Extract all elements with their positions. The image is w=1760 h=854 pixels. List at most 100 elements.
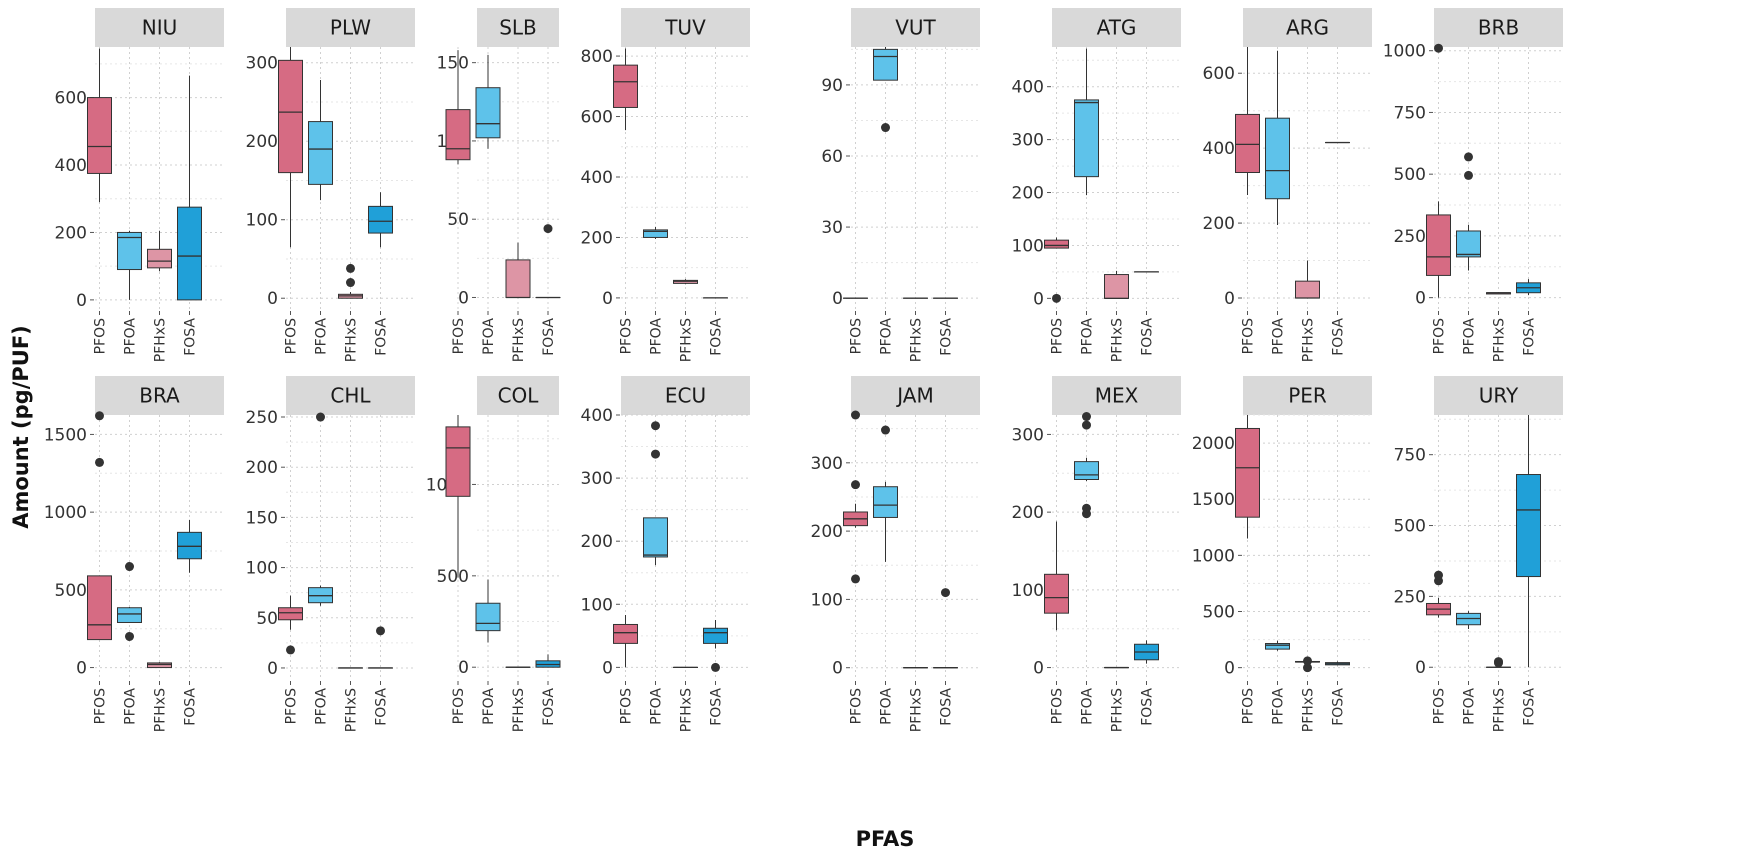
y-tick-label: 200	[1012, 503, 1044, 523]
y-tick-label: 100	[1012, 236, 1044, 256]
strip-background	[477, 8, 559, 47]
x-tick-label: PFOA	[1080, 688, 1096, 725]
box-pfos	[1426, 43, 1451, 298]
x-tick-label: PFOS	[849, 688, 865, 725]
outlier-point	[543, 224, 553, 234]
panel-ecu: ECU 0 100 200 300 400 PFOS PFOA PFHxS FOSA	[581, 376, 750, 732]
y-tick-label: 300	[811, 454, 843, 474]
y-tick-label: 1500	[44, 425, 87, 445]
y-axis-title: Amount (pg/PUF)	[9, 325, 33, 529]
box-pfoa	[1456, 152, 1481, 271]
outlier-point	[1052, 293, 1061, 303]
box-iqr	[278, 59, 303, 174]
panel-slb: SLB050100150PFOSPFOAPFHxSFOSA	[437, 8, 561, 362]
x-tick-label: PFOA	[649, 688, 665, 725]
strip-background	[95, 8, 224, 47]
outlier-point	[881, 123, 890, 133]
x-tick-label: FOSA	[374, 688, 390, 726]
box-pfoa	[873, 47, 898, 133]
x-tick-label: PFOA	[879, 318, 895, 355]
box-iqr	[873, 486, 898, 518]
box-iqr	[1104, 274, 1129, 299]
box-iqr	[368, 205, 393, 234]
strip-background	[851, 8, 980, 47]
x-tick-label: FOSA	[1140, 688, 1156, 726]
outlier-point	[1464, 170, 1473, 180]
x-tick-label: PFOS	[284, 318, 300, 355]
outlier-point	[851, 574, 860, 584]
box-iqr	[117, 607, 142, 623]
x-tick-label: PFHxS	[679, 318, 695, 362]
box-iqr	[475, 602, 501, 632]
box-pfhxs	[1104, 270, 1129, 300]
x-tick-label: FOSA	[1140, 318, 1156, 356]
x-tick-label: PFHxS	[344, 318, 360, 362]
box-iqr	[505, 259, 531, 298]
y-tick-label: 200	[246, 132, 278, 152]
box-pfhxs	[1486, 657, 1511, 668]
box-iqr	[1295, 280, 1320, 299]
y-tick-label: 400	[581, 406, 613, 426]
y-tick-label: 400	[55, 156, 87, 176]
x-tick-label: PFHxS	[153, 318, 169, 362]
x-tick-label: PFOA	[1271, 688, 1287, 725]
box-pfoa	[308, 79, 333, 201]
outlier-point	[286, 645, 295, 655]
box-fosa	[933, 588, 958, 669]
box-pfoa	[117, 230, 142, 300]
box-pfhxs	[505, 242, 531, 299]
x-tick-label: PFOS	[93, 318, 109, 355]
strip-background	[621, 376, 750, 415]
y-tick-label: 0	[458, 658, 469, 678]
outlier-point	[1082, 412, 1091, 422]
box-fosa	[1516, 415, 1541, 668]
y-tick-label: 50	[256, 609, 278, 629]
y-tick-label: 0	[1033, 659, 1044, 679]
box-iqr	[308, 121, 333, 185]
x-tick-label: PFOS	[451, 688, 467, 725]
y-tick-label: 100	[246, 211, 278, 231]
box-pfos	[278, 595, 303, 655]
panel-chl: CHL 0 50 100 150 200 250 PFOS PFOA PFHxS FOSA	[246, 376, 415, 732]
x-tick-label: FOSA	[1331, 318, 1347, 356]
box-pfhxs	[147, 662, 172, 669]
x-tick-label: PFOS	[1432, 318, 1448, 355]
panel-vut: VUT 0 30 60 90 PFOS PFOA PFHxS FOSA	[821, 8, 980, 362]
box-iqr	[703, 627, 728, 644]
y-tick-label: 0	[1224, 659, 1235, 679]
panel-atg: ATG 0 100 200 300 400 PFOS PFOA PFHxS FOSA	[1012, 8, 1181, 362]
box-pfos	[87, 48, 112, 203]
box-pfhxs	[1295, 260, 1320, 299]
y-tick-label: 500	[1394, 165, 1426, 185]
outlier-point	[346, 278, 355, 288]
box-pfos	[1426, 570, 1451, 618]
y-tick-label: 500	[437, 567, 469, 587]
box-pfos	[613, 48, 638, 131]
y-tick-label: 150	[437, 54, 469, 74]
box-iqr	[147, 248, 172, 269]
y-tick-label: 150	[246, 508, 278, 528]
x-tick-label: FOSA	[374, 318, 390, 356]
panel-mex: MEX 0 100 200 300 PFOS PFOA PFHxS FOSA	[1012, 376, 1181, 732]
box-pfoa	[1265, 640, 1290, 651]
y-tick-label: 200	[581, 228, 613, 248]
x-tick-label: FOSA	[709, 318, 725, 356]
outlier-point	[1082, 503, 1091, 513]
y-tick-label: 90	[821, 76, 843, 96]
x-tick-label: PFOS	[1241, 318, 1257, 355]
box-pfhxs	[1295, 656, 1320, 673]
x-tick-label: PFHxS	[1110, 688, 1126, 732]
box-iqr	[1265, 643, 1290, 650]
y-tick-label: 750	[1394, 103, 1426, 123]
x-tick-label: PFHxS	[909, 688, 925, 732]
x-tick-label: PFHxS	[153, 688, 169, 732]
panel-brb: BRB 0 250 500 750 1000 PFOS PFOA PFHxS FOSA	[1383, 8, 1563, 362]
y-tick-label: 0	[832, 289, 843, 309]
box-pfoa	[1456, 611, 1481, 629]
outlier-point	[651, 421, 660, 431]
strip-label: TUV	[664, 16, 706, 40]
box-pfos	[1044, 237, 1069, 303]
strip-background	[851, 376, 980, 415]
x-tick-label: FOSA	[1522, 318, 1538, 356]
y-tick-label: 1500	[1192, 490, 1235, 510]
